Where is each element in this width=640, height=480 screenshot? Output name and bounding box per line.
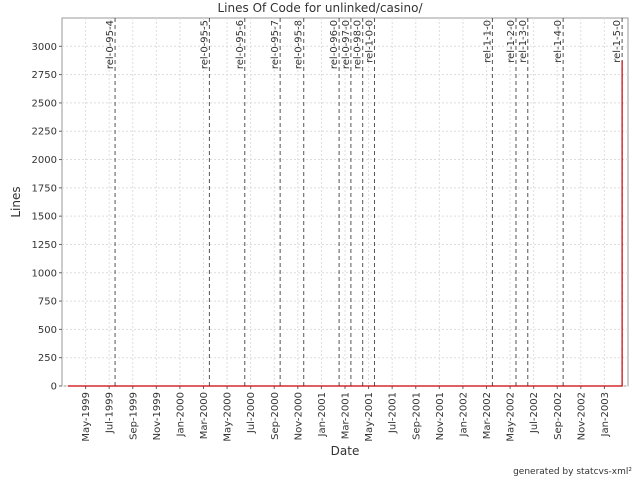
- x-tick-label: Jan-2000: [175, 392, 186, 437]
- y-tick-label: 1750: [32, 183, 57, 194]
- x-tick-label: Jul-2002: [529, 392, 540, 434]
- release-label: rel-0-95-5: [199, 20, 210, 69]
- x-tick-label: Nov-2001: [435, 392, 446, 440]
- y-tick-label: 500: [38, 325, 57, 336]
- x-tick-label: Sep-1999: [128, 392, 139, 440]
- release-label: rel-0-96-0: [329, 20, 340, 69]
- release-label: rel-1-5-0: [612, 20, 623, 63]
- y-tick-label: 2500: [32, 98, 57, 109]
- x-tick-label: Jul-1999: [105, 392, 116, 434]
- x-tick-label: Jan-2001: [317, 392, 328, 437]
- x-tick-label: May-1999: [81, 392, 92, 442]
- release-label: rel-0-97-0: [341, 20, 352, 69]
- x-tick-label: Nov-1999: [152, 392, 163, 440]
- release-label: rel-1-2-0: [506, 20, 517, 63]
- y-axis-label: Lines: [9, 186, 23, 217]
- footer: generated by statcvs-xml²: [513, 467, 632, 477]
- y-tick-label: 2750: [32, 70, 57, 81]
- x-tick-label: Mar-2002: [482, 392, 493, 439]
- release-label: rel-0-95-6: [235, 20, 246, 69]
- y-tick-label: 250: [38, 353, 57, 364]
- x-axis-label: Date: [331, 444, 360, 458]
- x-tick-label: Sep-2002: [553, 392, 564, 440]
- x-tick-label: May-2000: [223, 392, 234, 442]
- y-tick-label: 750: [38, 297, 57, 308]
- x-tick-label: Mar-2001: [341, 392, 352, 439]
- y-tick-label: 2000: [32, 155, 57, 166]
- release-label: rel-0-95-7: [270, 20, 281, 69]
- x-tick-label: Mar-2000: [199, 392, 210, 439]
- y-tick-label: 2250: [32, 127, 57, 138]
- x-tick-label: Nov-2002: [576, 392, 587, 440]
- release-label: rel-1-4-0: [553, 20, 564, 63]
- release-label: rel-0-95-4: [105, 20, 116, 69]
- y-tick-label: 1500: [32, 212, 57, 223]
- x-tick-label: Jul-2001: [388, 392, 399, 434]
- y-tick-label: 0: [51, 382, 57, 393]
- release-label: rel-1-3-0: [518, 20, 529, 63]
- x-tick-label: Jul-2000: [246, 392, 257, 434]
- x-tick-label: May-2002: [506, 392, 517, 442]
- x-tick-label: Jan-2002: [458, 392, 469, 437]
- release-label: rel-0-95-8: [294, 20, 305, 69]
- y-tick-label: 3000: [32, 42, 57, 53]
- chart-title: Lines Of Code for unlinked/casino/: [218, 1, 424, 15]
- series-line: [67, 60, 623, 387]
- release-label: rel-0-98-0: [353, 20, 364, 69]
- y-tick-label: 1250: [32, 240, 57, 251]
- x-tick-label: May-2001: [364, 392, 375, 442]
- y-tick-label: 1000: [32, 268, 57, 279]
- release-label: rel-1-1-0: [482, 20, 493, 63]
- x-tick-label: Sep-2000: [270, 392, 281, 440]
- x-tick-label: Nov-2000: [293, 392, 304, 440]
- x-tick-label: Sep-2001: [411, 392, 422, 440]
- x-tick-label: Jan-2003: [600, 392, 611, 437]
- release-label: rel-1-0-0: [364, 20, 375, 63]
